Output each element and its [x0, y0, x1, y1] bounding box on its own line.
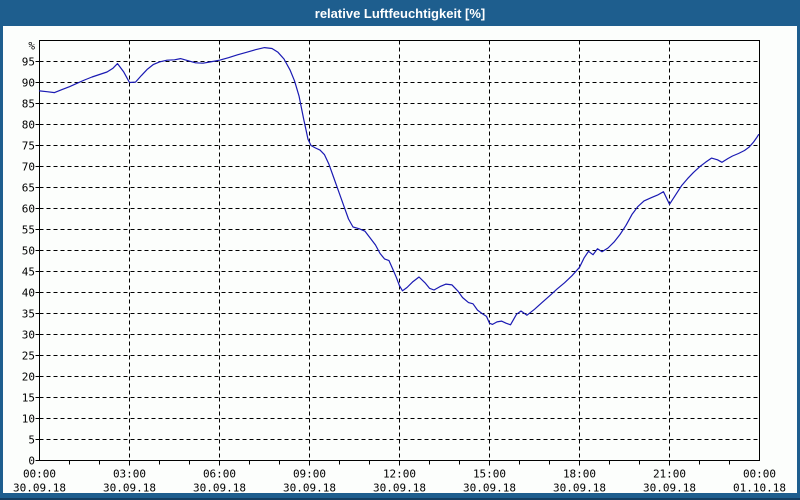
y-tick-label: 75 — [22, 140, 35, 153]
window-title: relative Luftfeuchtigkeit [%] — [314, 5, 486, 21]
x-tick-date-label: 30.09.18 — [463, 482, 516, 494]
x-tick-time-label: 18:00 — [563, 468, 596, 481]
humidity-curve — [38, 46, 760, 326]
y-tick-label: 80 — [22, 119, 35, 132]
y-axis-unit-label: % — [28, 40, 35, 53]
x-tick-time-label: 09:00 — [293, 468, 326, 481]
x-tick-time-label: 15:00 — [473, 468, 506, 481]
y-tick-label: 10 — [22, 413, 35, 426]
window-border-bottom-shadow — [0, 498, 800, 500]
window-border-bottom — [0, 493, 800, 498]
y-tick-label: 45 — [22, 266, 35, 279]
x-tick-date-label: 30.09.18 — [13, 482, 66, 494]
y-tick-label: 85 — [22, 98, 35, 111]
window-border-right — [797, 26, 800, 493]
y-tick-label: 15 — [22, 392, 35, 405]
x-tick-time-label: 00:00 — [23, 468, 56, 481]
y-tick-label: 5 — [28, 434, 35, 447]
x-tick-date-label: 30.09.18 — [553, 482, 606, 494]
x-tick-time-label: 21:00 — [653, 468, 686, 481]
window-border-left — [0, 26, 3, 493]
x-tick-time-label: 03:00 — [113, 468, 146, 481]
y-tick-label: 0 — [28, 455, 35, 468]
x-tick-time-label: 06:00 — [203, 468, 236, 481]
x-tick-time-label: 12:00 — [383, 468, 416, 481]
y-tick-label: 70 — [22, 161, 35, 174]
y-tick-label: 55 — [22, 224, 35, 237]
x-tick-date-label: 30.09.18 — [103, 482, 156, 494]
x-tick-date-label: 30.09.18 — [373, 482, 426, 494]
x-tick-date-label: 30.09.18 — [643, 482, 696, 494]
y-tick-label: 95 — [22, 56, 35, 69]
y-tick-label: 25 — [22, 350, 35, 363]
window-title-bar[interactable]: relative Luftfeuchtigkeit [%] — [0, 0, 800, 26]
x-tick-date-label: 30.09.18 — [283, 482, 336, 494]
y-tick-label: 90 — [22, 77, 35, 90]
y-tick-label: 60 — [22, 203, 35, 216]
y-tick-label: 30 — [22, 329, 35, 342]
plot-border — [39, 40, 760, 461]
x-tick-date-label: 01.10.18 — [733, 482, 786, 494]
y-tick-label: 20 — [22, 371, 35, 384]
y-tick-label: 35 — [22, 308, 35, 321]
y-tick-label: 65 — [22, 182, 35, 195]
y-tick-label: 50 — [22, 245, 35, 258]
x-tick-time-label: 00:00 — [743, 468, 776, 481]
y-tick-label: 40 — [22, 287, 35, 300]
x-tick-date-label: 30.09.18 — [193, 482, 246, 494]
